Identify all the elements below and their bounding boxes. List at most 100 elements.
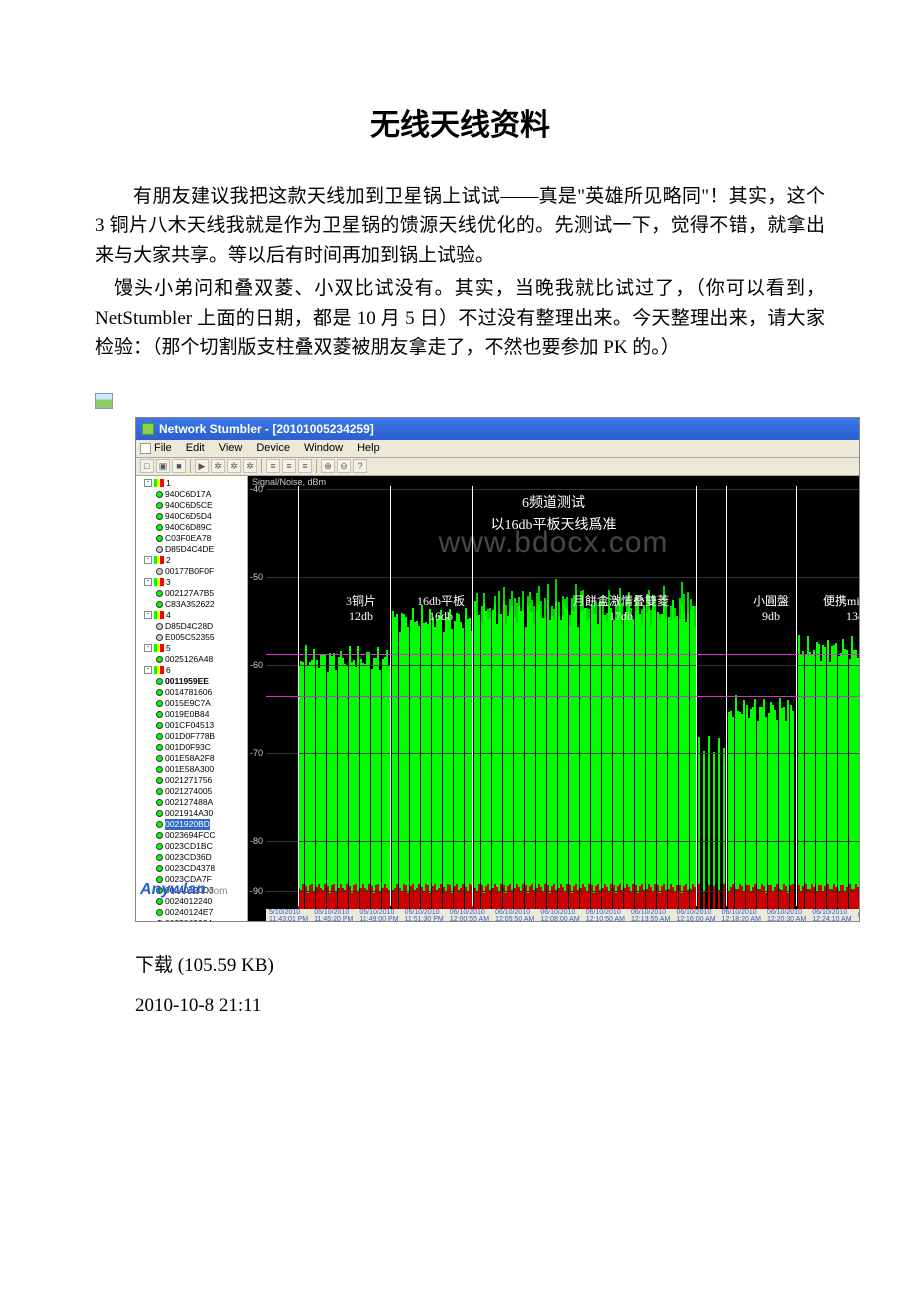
- tree-channel[interactable]: -1: [138, 478, 247, 489]
- tree-mac[interactable]: E005C52355: [138, 632, 247, 643]
- x-tick: 06/10/201012:13:55 AM: [628, 909, 673, 922]
- tree-mac[interactable]: 0023CD4378: [138, 863, 247, 874]
- x-tick: 05/10/201011:49:00 PM: [356, 909, 401, 922]
- y-tick: -70: [250, 748, 263, 758]
- signal-chart: Signal/Noise, dBm 6频道测试 以16db平板天线爲准 www.…: [248, 476, 859, 922]
- tree-channel[interactable]: -4: [138, 610, 247, 621]
- segment-label: 小圓盤9db: [741, 594, 801, 625]
- x-tick: 06/10/201012:20:30 AM: [764, 909, 809, 922]
- tree-mac[interactable]: 0023CD36D: [138, 852, 247, 863]
- x-tick: 06/10/201012:18:20 AM: [719, 909, 764, 922]
- tool-zoom-out[interactable]: ⊖: [337, 459, 351, 473]
- tool-open[interactable]: ▣: [156, 459, 170, 473]
- tool-cfg1[interactable]: ✲: [211, 459, 225, 473]
- y-tick: -90: [250, 886, 263, 896]
- tree-mac[interactable]: 0021920BD: [138, 819, 247, 830]
- bars-area: [266, 486, 859, 909]
- menu-file[interactable]: File: [154, 442, 172, 454]
- tree-mac[interactable]: 0025126A48: [138, 654, 247, 665]
- window-titlebar: Network Stumbler - [20101005234259]: [136, 418, 859, 440]
- tool-play[interactable]: ▶: [195, 459, 209, 473]
- menu-edit[interactable]: Edit: [186, 442, 205, 454]
- tree-mac[interactable]: 0021271756: [138, 775, 247, 786]
- segment-label: 便携mini小雙13db: [818, 594, 859, 625]
- tool-save[interactable]: ■: [172, 459, 186, 473]
- paragraph-2: 馒头小弟问和叠双菱、小双比试没有。其实，当晚我就比试过了，（你可以看到，NetS…: [95, 274, 825, 362]
- doc-icon: [140, 443, 151, 454]
- app-icon: [142, 423, 154, 435]
- y-tick: -80: [250, 836, 263, 846]
- x-tick: 05/10/201011:45:20 PM: [311, 909, 356, 922]
- x-tick: 06/10/201012:00:55 AM: [447, 909, 492, 922]
- menu-window[interactable]: Window: [304, 442, 343, 454]
- mac-tree[interactable]: -1940C6D17A940C6D5CE940C6D5D4940C6D89CC0…: [136, 476, 248, 922]
- x-axis: 5/10/201011:43:01 PM05/10/201011:45:20 P…: [266, 909, 859, 922]
- tree-mac[interactable]: 0015E9C7A: [138, 698, 247, 709]
- tree-mac[interactable]: 001CF04513: [138, 720, 247, 731]
- tree-mac[interactable]: D85D4C4DE: [138, 544, 247, 555]
- menu-help[interactable]: Help: [357, 442, 380, 454]
- x-tick: 06/10/201012:24:10 AM: [809, 909, 854, 922]
- tool-m1[interactable]: ≡: [266, 459, 280, 473]
- tree-mac[interactable]: 001D0F778B: [138, 731, 247, 742]
- tool-zoom-in[interactable]: ⊕: [321, 459, 335, 473]
- site-watermark: Anywlan.com: [140, 881, 227, 899]
- tree-mac[interactable]: 0014781606: [138, 687, 247, 698]
- x-tick: 06/10/201012:10:50 AM: [583, 909, 628, 922]
- x-tick: 05/10/201011:51:30 PM: [402, 909, 447, 922]
- tree-channel[interactable]: -3: [138, 577, 247, 588]
- x-tick: 06: [855, 912, 859, 919]
- segment-label: 3铜片12db: [326, 594, 396, 625]
- tree-mac[interactable]: 0011959EE: [138, 676, 247, 687]
- y-tick: -40: [250, 484, 263, 494]
- tree-mac[interactable]: 940C6D17A: [138, 489, 247, 500]
- tree-mac[interactable]: 002127A7B5: [138, 588, 247, 599]
- paragraph-1: 有朋友建议我把这款天线加到卫星锅上试试——真是"英雄所见略同"！其实，这个 3 …: [95, 182, 825, 270]
- page-title: 无线天线资料: [95, 100, 825, 144]
- tree-mac[interactable]: 0023694FCC: [138, 830, 247, 841]
- tool-m2[interactable]: ≡: [282, 459, 296, 473]
- x-tick: 06/10/201012:05:50 AM: [492, 909, 537, 922]
- tree-mac[interactable]: 0021914A30: [138, 808, 247, 819]
- broken-image-icon: [95, 393, 113, 409]
- menu-view[interactable]: View: [219, 442, 243, 454]
- window-title: Network Stumbler - [20101005234259]: [159, 422, 374, 436]
- tree-mac[interactable]: 940C6D5CE: [138, 500, 247, 511]
- x-tick: 5/10/201011:43:01 PM: [266, 909, 311, 922]
- tree-channel[interactable]: -6: [138, 665, 247, 676]
- x-tick: 06/10/201012:16:00 AM: [673, 909, 718, 922]
- tree-mac[interactable]: D85D4C28D: [138, 621, 247, 632]
- tree-mac[interactable]: 00240124E7: [138, 907, 247, 918]
- tree-mac[interactable]: 940C6D89C: [138, 522, 247, 533]
- tree-mac[interactable]: 002127488A: [138, 797, 247, 808]
- tree-channel[interactable]: -5: [138, 643, 247, 654]
- tree-mac[interactable]: C83A352622: [138, 599, 247, 610]
- tool-new[interactable]: □: [140, 459, 154, 473]
- y-tick: -60: [250, 660, 263, 670]
- x-tick: 06/10/201012:08:00 AM: [537, 909, 582, 922]
- tree-mac[interactable]: 0019E0B84: [138, 709, 247, 720]
- tool-cfg2[interactable]: ✲: [227, 459, 241, 473]
- tree-mac[interactable]: 00177B0F0F: [138, 566, 247, 577]
- tree-mac[interactable]: 0025869924: [138, 918, 247, 922]
- post-date: 2010-10-8 21:11: [135, 995, 825, 1017]
- netstumbler-screenshot: Network Stumbler - [20101005234259] File…: [135, 417, 860, 922]
- menubar: File Edit View Device Window Help: [136, 440, 859, 458]
- toolbar: □ ▣ ■ ▶ ✲ ✲ ✲ ≡ ≡ ≡ ⊕ ⊖ ?: [136, 458, 859, 476]
- tree-mac[interactable]: 0021274005: [138, 786, 247, 797]
- segment-label: 月餅盒激情叠雙菱17db: [546, 594, 696, 625]
- download-link[interactable]: 下载 (105.59 KB): [135, 950, 825, 977]
- tree-channel[interactable]: -2: [138, 555, 247, 566]
- tool-cfg3[interactable]: ✲: [243, 459, 257, 473]
- tree-mac[interactable]: 940C6D5D4: [138, 511, 247, 522]
- tree-mac[interactable]: C03F0EA78: [138, 533, 247, 544]
- menu-device[interactable]: Device: [256, 442, 290, 454]
- tree-mac[interactable]: 001E58A300: [138, 764, 247, 775]
- y-tick: -50: [250, 572, 263, 582]
- segment-label: 16db平板16db: [406, 594, 476, 625]
- tool-help[interactable]: ?: [353, 459, 367, 473]
- tree-mac[interactable]: 001E58A2F8: [138, 753, 247, 764]
- tool-m3[interactable]: ≡: [298, 459, 312, 473]
- tree-mac[interactable]: 001D0F93C: [138, 742, 247, 753]
- tree-mac[interactable]: 0023CD1BC: [138, 841, 247, 852]
